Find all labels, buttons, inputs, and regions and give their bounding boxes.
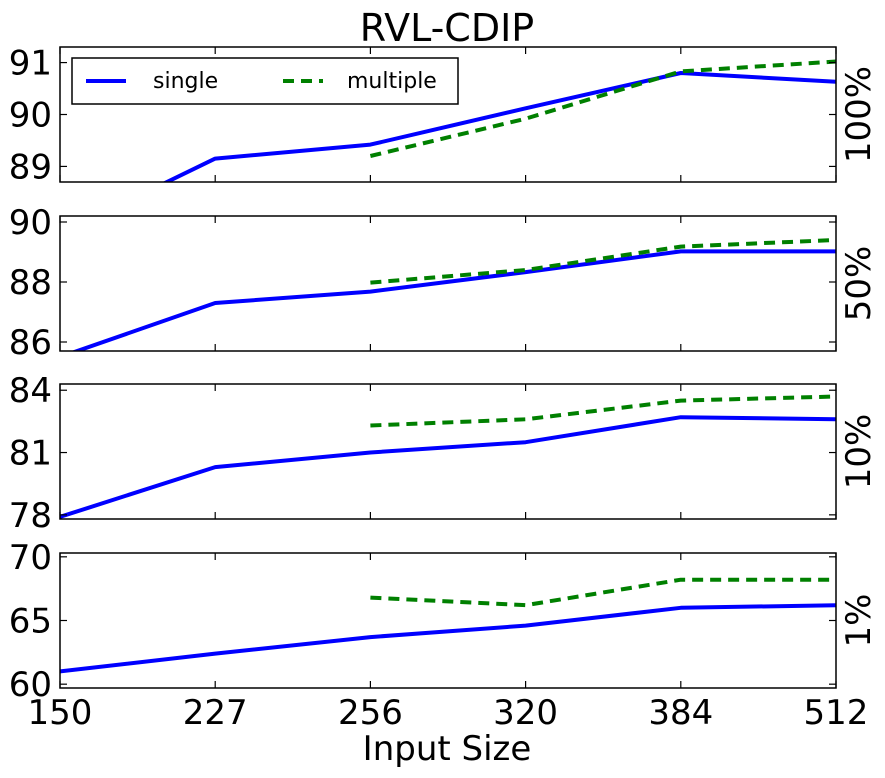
- x-tick-label: 256: [338, 693, 403, 733]
- x-tick-label: 150: [28, 693, 93, 733]
- y-tick-label: 90: [9, 203, 52, 243]
- x-tick-label: 227: [183, 693, 248, 733]
- x-tick-label: 384: [648, 693, 713, 733]
- y-tick-label: 90: [9, 96, 52, 136]
- panel-label: 10%: [839, 414, 879, 490]
- chart-panels: 89 90 91 100% 86 88 90 50% 78 81 84 10% 60 65 70 1%: [9, 44, 879, 706]
- legend-label-single: single: [153, 69, 218, 94]
- y-tick-label: 60: [9, 665, 52, 705]
- series-line-single-50pct: [71, 249, 836, 351]
- y-tick-label: 91: [9, 44, 52, 84]
- y-tick-label: 81: [9, 434, 52, 474]
- x-tick-labels: 150 227 256 320 384 512: [28, 693, 869, 733]
- y-tick-label: 65: [9, 602, 52, 642]
- series-line-multiple-50pct: [370, 238, 836, 285]
- series-line-multiple-1pct: [370, 577, 836, 608]
- panel-frame: [59, 215, 837, 352]
- legend-box: [71, 57, 459, 105]
- panel-1: 86 88 90 50%: [9, 203, 879, 363]
- series-line-single-10pct: [60, 415, 836, 519]
- panel-label: 100%: [839, 66, 879, 163]
- panel-frame: [59, 383, 837, 520]
- panel-0: 89 90 91 100%: [9, 44, 879, 188]
- x-axis-title: Input Size: [363, 729, 532, 769]
- x-tick-label: 320: [493, 693, 558, 733]
- panel-2: 78 81 84 10%: [9, 371, 879, 536]
- panel-3: 60 65 70 1%: [9, 538, 879, 705]
- panel-frame: [59, 552, 837, 689]
- y-tick-label: 78: [9, 496, 52, 536]
- series-line-multiple-100pct: [369, 59, 836, 158]
- series-line-single-1pct: [60, 603, 836, 674]
- y-tick-label: 86: [9, 323, 52, 363]
- y-tick-label: 89: [9, 147, 52, 187]
- y-tick-label: 84: [9, 371, 52, 411]
- x-tick-label: 512: [804, 693, 869, 733]
- panel-label: 50%: [839, 246, 879, 322]
- y-tick-label: 70: [9, 538, 52, 578]
- chart-title: RVL-CDIP: [360, 6, 534, 50]
- y-tick-label: 88: [9, 263, 52, 303]
- series-line-multiple-10pct: [370, 394, 836, 428]
- series-line-single-100pct: [162, 71, 836, 182]
- legend-label-multiple: multiple: [347, 69, 437, 94]
- panel-label: 1%: [839, 594, 879, 648]
- legend: single multiple: [71, 57, 459, 105]
